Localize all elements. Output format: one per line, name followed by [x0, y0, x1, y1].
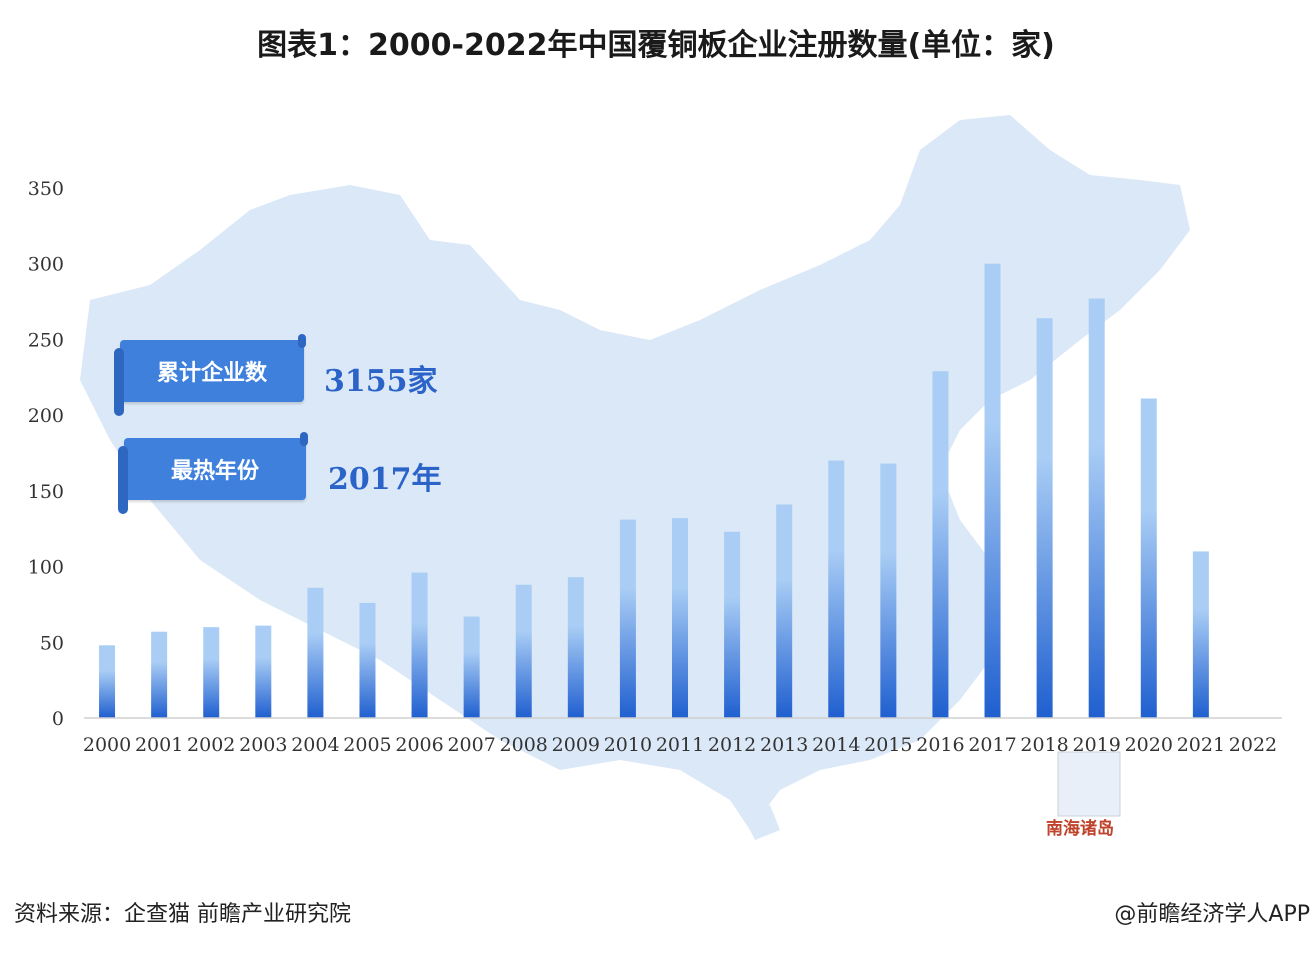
cumulative-value: 3155家 — [324, 364, 438, 399]
x-tick-label: 2018 — [1020, 734, 1068, 756]
bar-series — [99, 263, 1209, 718]
x-tick-label: 2007 — [447, 734, 495, 756]
x-tick-label: 2014 — [812, 734, 860, 756]
bar-2010 — [619, 519, 636, 718]
y-tick-label: 0 — [52, 708, 64, 730]
bar-2014 — [828, 460, 845, 718]
y-tick-label: 300 — [28, 254, 64, 276]
bar-2021 — [1192, 551, 1209, 718]
bar-2006 — [411, 572, 428, 718]
bar-2005 — [359, 602, 376, 718]
x-tick-label: 2015 — [864, 734, 912, 756]
x-tick-label: 2020 — [1125, 734, 1173, 756]
x-tick-label: 2004 — [291, 734, 339, 756]
hottest-year-value: 2017年 — [328, 462, 442, 497]
south-sea-inset — [1057, 751, 1121, 817]
bar-2020 — [1140, 398, 1157, 718]
x-tick-label: 2016 — [916, 734, 964, 756]
y-tick-label: 350 — [28, 178, 64, 200]
bar-2004 — [307, 587, 324, 718]
south-sea-islands-label: 南海诸岛 — [1046, 819, 1114, 839]
x-tick-label: 2008 — [500, 734, 548, 756]
y-tick-label: 50 — [40, 632, 64, 654]
x-tick-label: 2002 — [187, 734, 235, 756]
x-tick-label: 2003 — [239, 734, 287, 756]
x-tick-label: 2005 — [343, 734, 391, 756]
y-tick-label: 250 — [28, 329, 64, 351]
x-tick-label: 2013 — [760, 734, 808, 756]
bar-2012 — [724, 531, 741, 718]
bar-2019 — [1088, 298, 1105, 718]
chart-title: 图表1：2000-2022年中国覆铜板企业注册数量(单位：家) — [257, 28, 1055, 63]
hottest-year-label: 最热年份 — [170, 459, 259, 484]
y-tick-label: 100 — [28, 557, 64, 579]
bar-2018 — [1036, 318, 1053, 718]
y-tick-label: 200 — [28, 405, 64, 427]
x-tick-label: 2022 — [1229, 734, 1277, 756]
bar-2013 — [776, 504, 793, 718]
bar-2015 — [880, 463, 897, 718]
bar-2016 — [932, 371, 949, 718]
cumulative-label: 累计企业数 — [156, 361, 267, 386]
x-tick-label: 2010 — [604, 734, 652, 756]
china-map-shape — [80, 115, 1190, 830]
y-axis: 0 50 100 150 200 250 300 350 — [28, 178, 64, 730]
hainan-island — [740, 805, 780, 840]
bar-2001 — [151, 631, 168, 718]
bar-2011 — [672, 518, 688, 718]
x-tick-label: 2000 — [83, 734, 131, 756]
cumulative-label-ribbon: 累计企业数 — [114, 334, 306, 416]
x-tick-label: 2006 — [395, 734, 443, 756]
x-axis: 2000 2001 2002 2003 2004 2005 2006 2007 2008 2009… — [83, 734, 1277, 756]
bar-2003 — [255, 625, 272, 718]
bar-2008 — [515, 584, 532, 718]
x-tick-label: 2017 — [968, 734, 1016, 756]
x-tick-label: 2001 — [135, 734, 183, 756]
bar-2002 — [203, 627, 220, 718]
bar-2009 — [567, 577, 584, 718]
x-tick-label: 2021 — [1177, 734, 1225, 756]
y-tick-label: 150 — [28, 481, 64, 503]
credit-note: @前瞻经济学人APP — [1114, 902, 1310, 927]
bar-2000 — [99, 645, 116, 718]
hottest-year-label-ribbon: 最热年份 — [118, 432, 308, 514]
x-tick-label: 2009 — [552, 734, 600, 756]
x-tick-label: 2011 — [656, 734, 704, 756]
bar-2007 — [463, 616, 480, 718]
bar-2017 — [984, 263, 1001, 718]
x-tick-label: 2019 — [1073, 734, 1121, 756]
x-tick-label: 2012 — [708, 734, 756, 756]
source-note: 资料来源：企查猫 前瞻产业研究院 — [14, 902, 351, 927]
